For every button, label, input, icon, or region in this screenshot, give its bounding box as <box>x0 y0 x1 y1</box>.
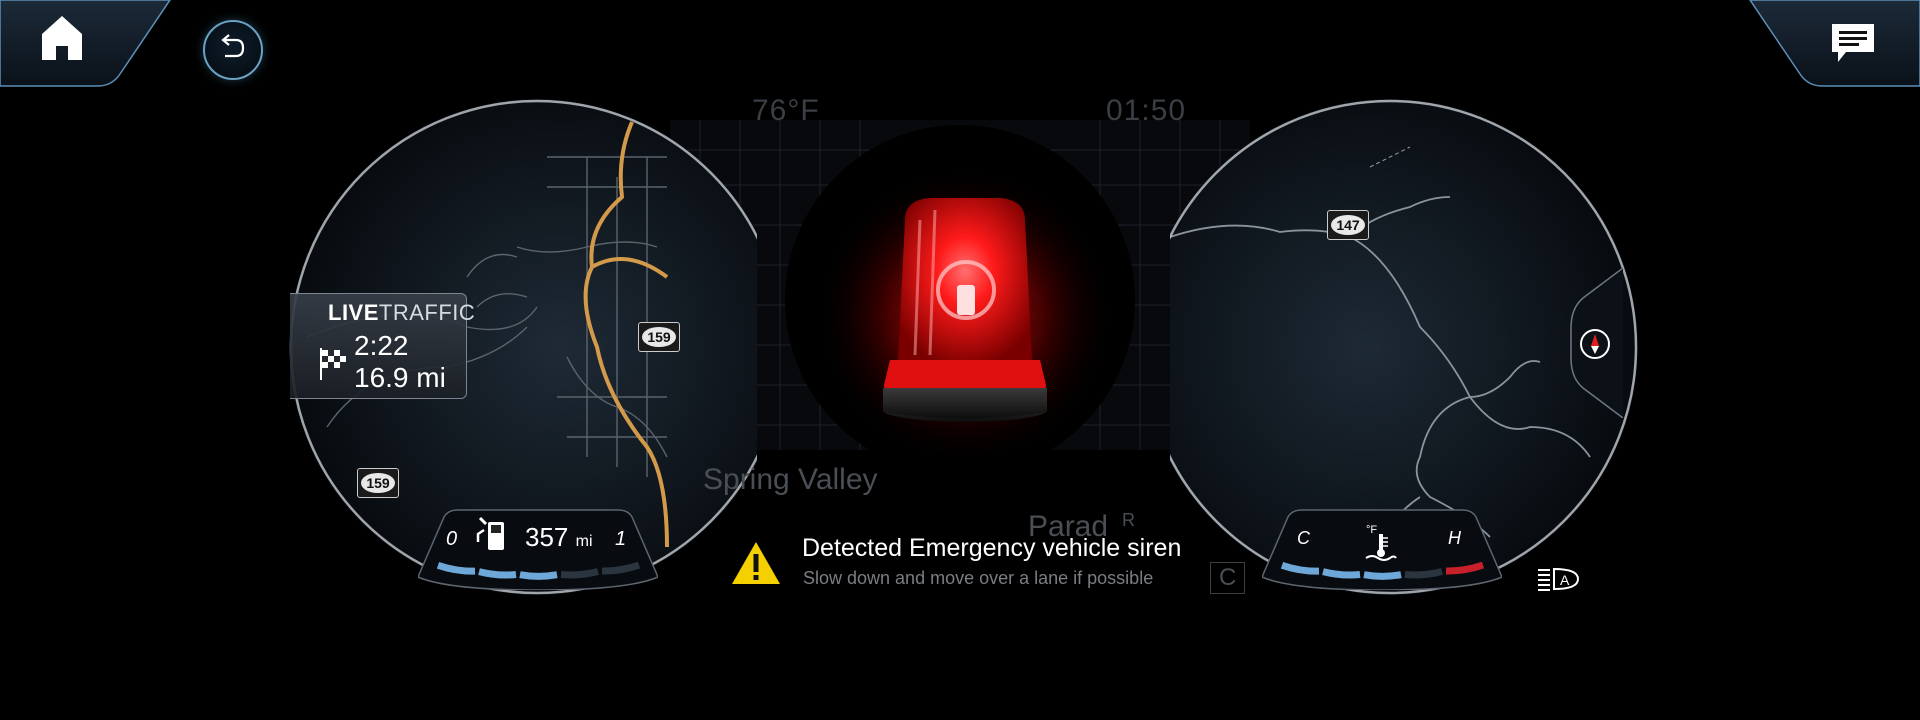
temp-cold-label: C <box>1297 528 1310 548</box>
temp-level-segment <box>1322 568 1361 579</box>
place-label-parad: Parad <box>1028 510 1109 543</box>
alert-subtitle: Slow down and move over a lane if possib… <box>803 568 1154 588</box>
siren-alert: Detected Emergency vehicle siren Slow do… <box>730 532 1200 592</box>
home-icon <box>42 16 82 60</box>
temp-unit-label: °F <box>1366 524 1378 536</box>
checkered-flag-icon <box>320 348 346 380</box>
road-shield: 159 <box>638 322 680 352</box>
home-button[interactable] <box>0 0 175 88</box>
compass-icon <box>1580 329 1610 359</box>
messages-button[interactable] <box>1745 0 1920 88</box>
fuel-level-segment <box>436 561 476 575</box>
compass-button[interactable] <box>1563 267 1624 419</box>
temp-level-segment <box>1363 571 1402 580</box>
eta-time: 2:22 <box>354 330 409 361</box>
clock: 01:50 <box>1106 94 1187 127</box>
auto-headlight-icon: A <box>1538 567 1580 591</box>
alert-title: Detected Emergency vehicle siren <box>802 534 1182 562</box>
message-icon <box>1832 24 1874 62</box>
warning-triangle-icon <box>732 542 780 584</box>
fuel-pump-icon <box>476 516 504 550</box>
live-traffic-label: LIVETRAFFIC <box>328 300 476 325</box>
coolant-temperature-icon <box>1365 534 1397 561</box>
fuel-level-segment <box>519 571 558 580</box>
road-shield: 159 <box>357 468 399 498</box>
place-label-spring-valley: Spring Valley <box>703 463 878 496</box>
fuel-level-segment <box>601 561 641 575</box>
fuel-full-label: 1 <box>615 528 627 550</box>
fuel-level-segment <box>478 568 517 579</box>
place-label-c: C <box>1210 562 1246 594</box>
temp-level-segment <box>1445 561 1485 575</box>
remaining-distance: 16.9 mi <box>354 362 446 393</box>
back-arrow-icon <box>221 34 245 58</box>
emergency-siren-icon <box>785 125 1135 475</box>
back-button[interactable] <box>203 20 263 80</box>
live-traffic-panel[interactable]: LIVETRAFFIC 2:22 16.9 mi <box>290 293 475 399</box>
temp-hot-label: H <box>1448 528 1461 548</box>
fuel-range: 357 mi <box>525 522 593 552</box>
temp-level-segment <box>1280 561 1320 575</box>
place-label-r: R <box>1122 510 1135 530</box>
temp-level-segment <box>1404 568 1443 579</box>
outside-temperature: 76°F <box>752 94 820 127</box>
fuel-empty-label: 0 <box>446 528 458 550</box>
svg-text:A: A <box>1560 572 1570 588</box>
fuel-level-segment <box>560 568 599 579</box>
road-shield: 147 <box>1327 210 1369 240</box>
fuel-gauge-pod <box>418 509 658 590</box>
